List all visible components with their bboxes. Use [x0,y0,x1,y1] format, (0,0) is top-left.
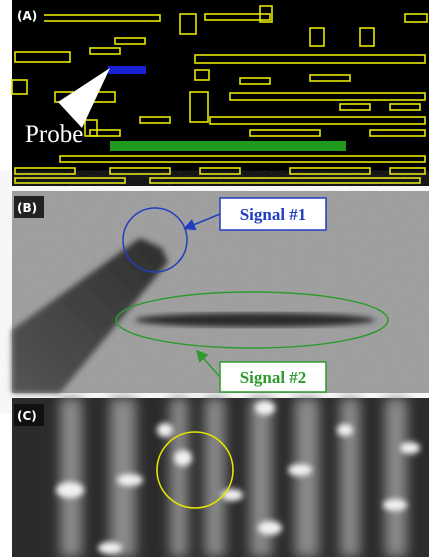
panel-c: (C) [12,398,429,557]
panel-label: (B) [17,201,37,215]
panel-b: Signal #1 Signal #2 (B) [12,191,429,393]
panel-label: (A) [17,9,37,23]
page: Probe (A) Signal #1 Signal #2 (B) [0,0,429,557]
signal-bar [110,141,346,151]
figure: Probe (A) Signal #1 Signal #2 (B) [0,0,429,557]
panel-label: (C) [17,409,37,423]
probe-bar [108,66,146,74]
signal-1-label: Signal #1 [240,205,307,224]
probe-label: Probe [25,121,83,148]
panel-a: Probe (A) [12,0,429,186]
dark-streak [135,313,375,327]
signal-2-label: Signal #2 [240,368,307,387]
